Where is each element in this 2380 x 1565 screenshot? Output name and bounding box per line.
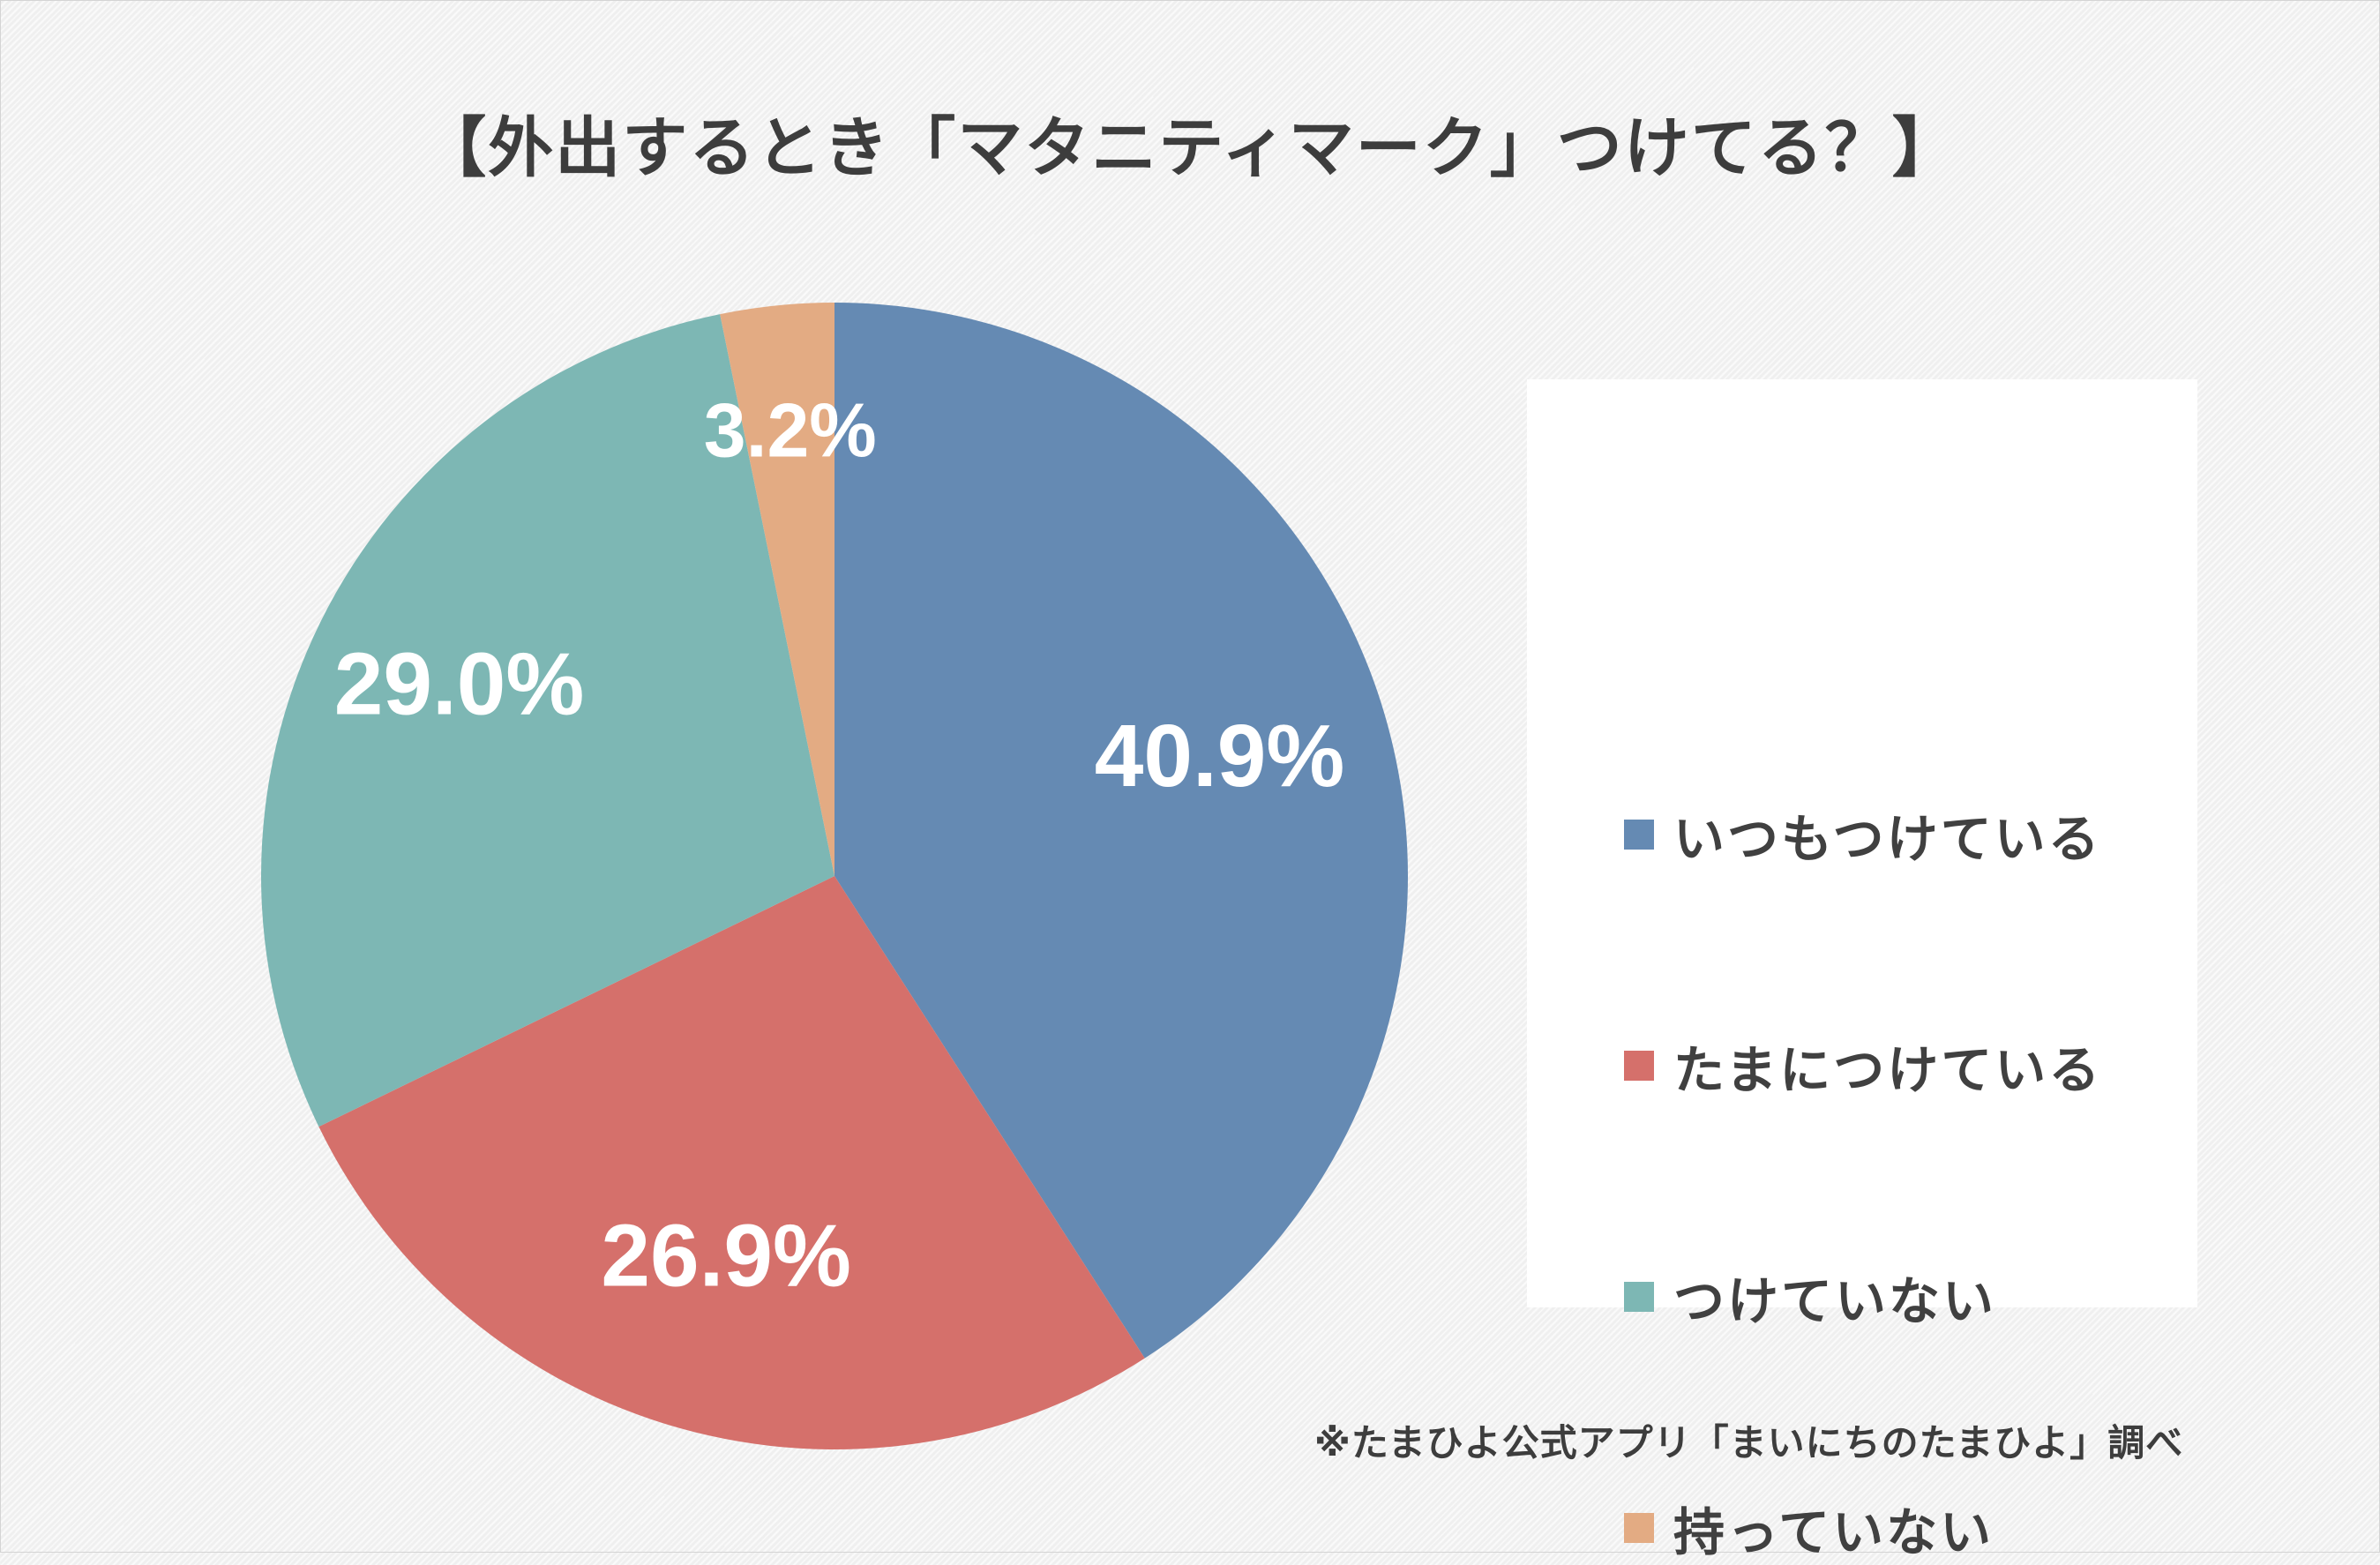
legend-label-not-owning: 持っていない [1673, 1502, 1995, 1562]
legend-label-always: いつもつけている [1673, 809, 2102, 869]
slice-label-always: 40.9% [1095, 707, 1345, 805]
legend-item-always: いつもつけている [1624, 799, 2102, 870]
slice-label-sometimes: 26.9% [601, 1207, 851, 1306]
legend-item-not-owning: 持っていない [1624, 1493, 1994, 1563]
legend-swatch-sometimes [1624, 1051, 1654, 1081]
chart-title: 【外出するとき「マタニティマーク」つけてる？】 [421, 110, 1959, 186]
slice-label-not-wearing: 29.0% [334, 634, 585, 733]
legend-label-sometimes: たまにつけている [1673, 1040, 2103, 1100]
legend-swatch-not-wearing [1624, 1282, 1654, 1312]
legend-swatch-not-owning [1624, 1513, 1654, 1543]
pie-slice-always [834, 303, 1408, 1359]
pie-slice-sometimes [318, 876, 1145, 1449]
legend: いつもつけている たまにつけている つけていない 持っていない [1527, 379, 2197, 1562]
slice-label-not-owning: 3.2% [704, 389, 877, 474]
legend-item-sometimes: たまにつけている [1624, 1030, 2102, 1101]
pie-slice-not-owning [720, 303, 834, 876]
legend-label-not-wearing: つけていない [1673, 1271, 1997, 1331]
pie-slice-not-wearing [261, 314, 834, 1127]
legend-swatch-always [1624, 820, 1654, 850]
source-note: ※たまひよ公式アプリ「まいにちのたまひよ」調べ [1314, 1421, 2184, 1464]
legend-item-not-wearing: つけていない [1624, 1262, 1996, 1332]
